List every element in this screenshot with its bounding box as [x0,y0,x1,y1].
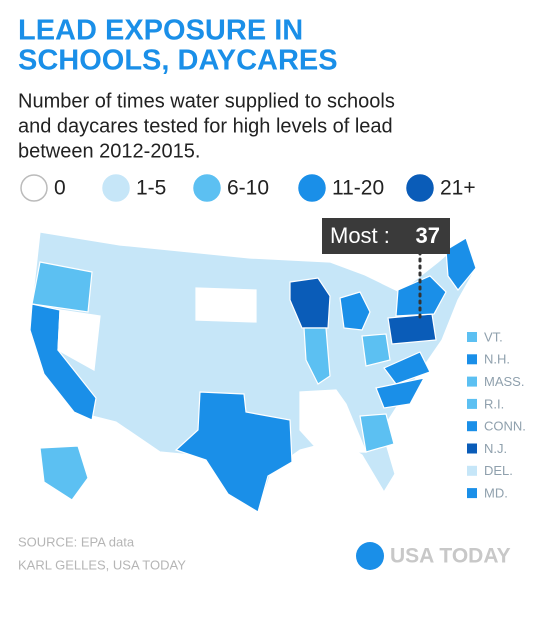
legend-swatch [20,174,48,202]
logo-text: USA TODAY [390,545,511,568]
callout-box [322,218,450,254]
small-state-label: N.J. [484,441,507,456]
subtitle-line: Number of times water supplied to school… [18,90,395,112]
small-state-label: VT. [484,329,503,344]
small-state-swatch [467,398,477,409]
legend-swatch [406,174,434,202]
source: SOURCE: EPA data [18,534,135,549]
state [387,313,437,345]
state [289,277,331,329]
legend-label: 6-10 [227,177,269,200]
legend-label: 0 [54,177,66,200]
small-state-swatch [467,488,477,499]
state [361,333,391,367]
subtitle-line: between 2012-2015. [18,140,200,162]
state [445,237,477,291]
state [195,287,257,323]
state [299,389,367,453]
small-state-label: MASS. [484,374,524,389]
callout-value: 37 [416,223,440,248]
subtitle-line: and daycares tested for high levels of l… [18,115,393,137]
state [39,445,89,501]
small-state-label: N.H. [484,352,510,367]
legend-label: 21+ [440,177,476,200]
state [359,413,395,453]
state [31,261,93,313]
small-state-label: R.I. [484,396,504,411]
small-state-swatch [467,421,477,432]
state [383,351,431,385]
state [174,391,293,513]
small-state-label: CONN. [484,419,526,434]
small-state-swatch [467,465,477,476]
callout-label: Most : [330,223,390,248]
logo-mark [356,542,384,570]
state [375,377,426,409]
legend-swatch [102,174,130,202]
state [339,291,371,331]
title-line: SCHOOLS, DAYCARES [18,45,338,77]
credit: KARL GELLES, USA TODAY [18,557,186,572]
small-state-swatch [467,354,477,365]
legend-swatch [298,174,326,202]
small-state-swatch [467,332,477,342]
state [57,309,101,371]
legend-label: 11-20 [332,177,384,200]
title-line: LEAD EXPOSURE IN [18,15,303,47]
legend-label: 1-5 [136,177,166,200]
small-state-label: DEL. [484,463,513,478]
state [303,327,331,385]
small-state-swatch [467,443,477,454]
legend-swatch [193,174,221,202]
small-state-swatch [467,376,477,387]
us-map [29,231,477,513]
small-state-label: MD. [484,486,508,501]
